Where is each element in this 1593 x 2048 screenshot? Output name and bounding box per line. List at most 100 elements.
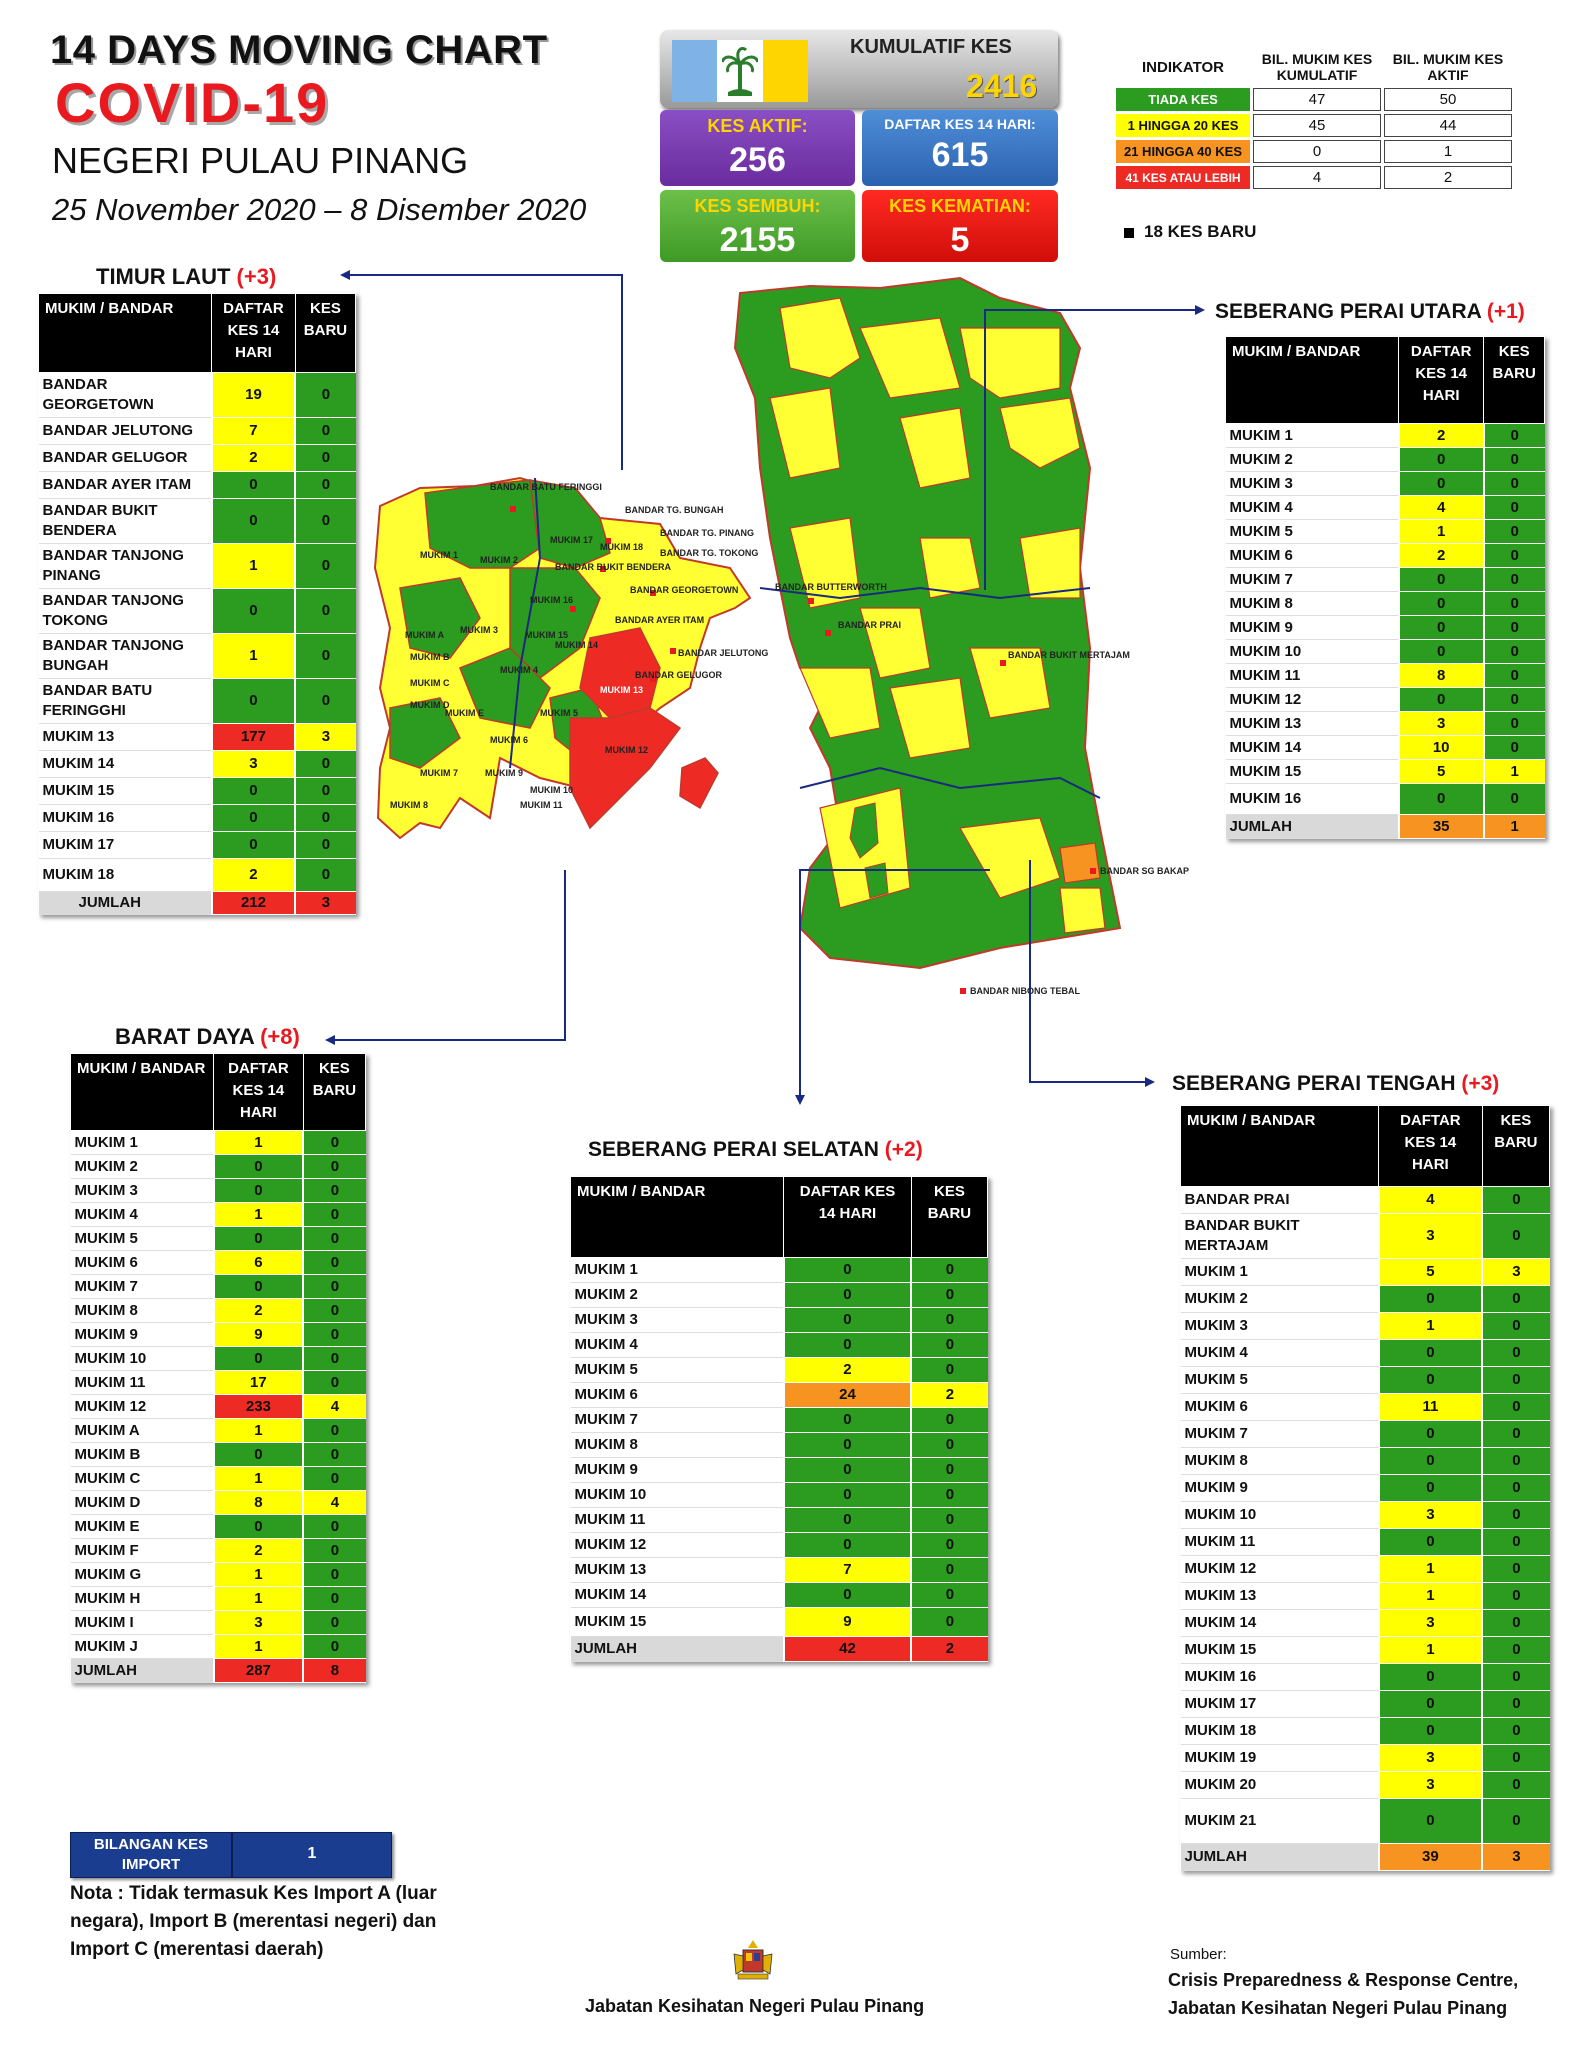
- row-value: 3: [294, 891, 356, 915]
- row-value: 0: [302, 1370, 366, 1395]
- table-row: BANDAR BUKIT BENDERA 0 0: [38, 498, 356, 544]
- row-label: MUKIM 21: [1180, 1798, 1379, 1844]
- table-row: MUKIM 13 177 3: [38, 723, 356, 751]
- map-label: MUKIM 3: [460, 625, 498, 635]
- import-note: Nota : Tidak termasuk Kes Import A (luar…: [70, 1883, 437, 1960]
- aktif-value: 256: [729, 141, 786, 179]
- import-label: BILANGAN KES IMPORT: [93, 1836, 209, 1873]
- row-value: 0: [294, 633, 356, 679]
- table-header-row: MUKIM / BANDAR DAFTAR KES 14 HARI KES BARU: [1180, 1105, 1551, 1187]
- row-value: 3: [212, 1610, 304, 1635]
- town-marker-icon: [600, 566, 606, 572]
- indicator-value: 45: [1253, 114, 1381, 137]
- column-header: KES BARU: [302, 1053, 367, 1131]
- map-label: MUKIM 2: [480, 555, 518, 565]
- row-value: 0: [910, 1457, 988, 1483]
- row-value: 0: [294, 588, 356, 634]
- row-value: 0: [1481, 1717, 1550, 1745]
- table-row: MUKIM 15 0 0: [38, 777, 356, 805]
- row-value: 0: [294, 417, 356, 445]
- row-value: 0: [302, 1466, 366, 1491]
- row-label: BANDAR GELUGOR: [38, 444, 212, 472]
- row-value: 2: [210, 444, 296, 472]
- row-value: 0: [782, 1307, 912, 1333]
- mukim-12-red: [569, 707, 682, 830]
- table-row: BANDAR PRAI 4 0: [1180, 1186, 1550, 1214]
- row-value: 17: [212, 1370, 304, 1395]
- import-box: BILANGAN KES IMPORT 1: [70, 1832, 392, 1878]
- barat-daya-heading: BARAT DAYA (+8): [115, 1024, 300, 1050]
- row-value: 0: [1481, 1285, 1550, 1313]
- row-value: 39: [1377, 1843, 1483, 1871]
- row-value: 0: [1482, 471, 1545, 496]
- map-label: BANDAR TG. TOKONG: [660, 548, 758, 558]
- row-label: MUKIM 9: [570, 1457, 784, 1483]
- row-value: 0: [782, 1582, 912, 1608]
- row-value: 0: [1377, 1663, 1483, 1691]
- row-value: 2: [212, 1298, 304, 1323]
- mainland-yellow-zone: [859, 317, 961, 399]
- row-label: MUKIM 13: [38, 723, 212, 751]
- indicator-table: INDIKATOR BIL. MUKIM KES KUMULATIF BIL. …: [1113, 46, 1515, 192]
- row-label: MUKIM B: [70, 1442, 214, 1467]
- row-value: 0: [212, 1442, 304, 1467]
- table-row: MUKIM 15 1 0: [1180, 1636, 1550, 1664]
- row-value: 3: [1481, 1843, 1550, 1871]
- row-value: 1: [1377, 1555, 1483, 1583]
- row-value: 0: [1377, 1528, 1483, 1556]
- row-value: 8: [212, 1490, 304, 1515]
- mainland-yellow-zone: [789, 517, 861, 609]
- table-row: MUKIM 12 233 4: [70, 1394, 366, 1419]
- table-row: BANDAR AYER ITAM 0 0: [38, 471, 356, 499]
- row-value: 1: [210, 543, 296, 589]
- row-value: 1: [212, 1562, 304, 1587]
- row-value: 0: [910, 1507, 988, 1533]
- table-row: MUKIM 6 11 0: [1180, 1393, 1550, 1421]
- island-green-zone: [389, 697, 461, 769]
- row-label: MUKIM 10: [1180, 1501, 1379, 1529]
- town-marker-icon: [808, 598, 814, 604]
- row-value: 0: [1397, 567, 1484, 592]
- table-row: BANDAR GELUGOR 2 0: [38, 444, 356, 472]
- map-label: MUKIM 6: [490, 735, 528, 745]
- table-row: MUKIM 14 10 0: [1225, 735, 1545, 760]
- town-marker-icon: [570, 606, 576, 612]
- row-label: BANDAR JELUTONG: [38, 417, 212, 445]
- new-case-marker-icon: [1124, 228, 1134, 238]
- row-value: 0: [1482, 615, 1545, 640]
- row-label: MUKIM A: [70, 1418, 214, 1443]
- row-label: MUKIM 4: [1180, 1339, 1379, 1367]
- map-label: MUKIM 7: [420, 768, 458, 778]
- island-islet: [679, 757, 719, 810]
- row-value: 0: [1377, 1798, 1483, 1844]
- row-value: 0: [294, 777, 356, 805]
- table-row: JUMLAH 39 3: [1180, 1843, 1550, 1871]
- table-row: MUKIM 14 3 0: [38, 750, 356, 778]
- map-label: BANDAR PRAI: [838, 620, 901, 630]
- row-value: 0: [782, 1507, 912, 1533]
- town-marker-icon: [510, 506, 516, 512]
- table-row: MUKIM 17 0 0: [38, 831, 356, 859]
- column-header: DAFTAR KES 14 HARI: [783, 1176, 912, 1258]
- row-value: 0: [302, 1202, 366, 1227]
- row-value: 0: [1482, 735, 1545, 760]
- map-label: MUKIM C: [410, 678, 450, 688]
- map-label: BANDAR NIBONG TEBAL: [970, 986, 1080, 996]
- table-row: JUMLAH 212 3: [38, 891, 356, 915]
- table-row: MUKIM 12 0 0: [570, 1532, 988, 1558]
- row-value: 0: [302, 1562, 366, 1587]
- map-label: MUKIM 8: [390, 800, 428, 810]
- row-label: MUKIM 14: [38, 750, 212, 778]
- row-label: MUKIM 15: [38, 777, 212, 805]
- state-title: NEGERI PULAU PINANG: [52, 140, 469, 181]
- row-label: MUKIM 8: [1180, 1447, 1379, 1475]
- row-value: 4: [302, 1394, 366, 1419]
- row-value: 0: [210, 588, 296, 634]
- region-name: SEBERANG PERAI TENGAH: [1172, 1072, 1456, 1095]
- row-value: 0: [1482, 495, 1545, 520]
